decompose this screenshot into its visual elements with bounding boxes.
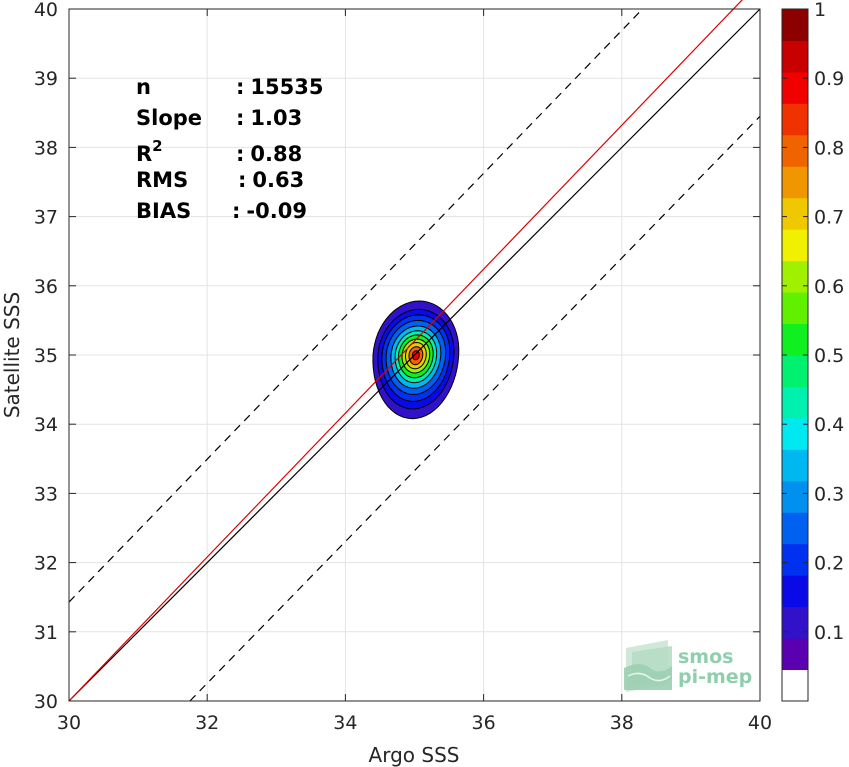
x-tick-labels: 30 32 34 36 38 40 — [57, 9, 772, 734]
stat-label-text: R — [136, 142, 152, 166]
stat-value-text: 1.03 — [250, 106, 302, 130]
colorbar-band — [782, 480, 808, 513]
stat-value: :0.88 — [236, 142, 302, 166]
colorbar-tick-label: 0.7 — [814, 207, 844, 229]
stat-label-superscript: 2 — [152, 137, 162, 155]
stat-value: :0.63 — [238, 168, 304, 192]
stat-value-text: -0.09 — [246, 199, 307, 223]
stat-value: :15535 — [236, 75, 323, 99]
y-tick-label: 32 — [34, 553, 58, 575]
colorbar-tick-label: 1 — [814, 0, 826, 21]
colorbar-tick-label: 0.2 — [814, 553, 844, 575]
y-tick-label: 30 — [34, 691, 58, 713]
y-tick-label: 37 — [34, 207, 58, 229]
x-tick-label: 36 — [472, 712, 496, 734]
density-contours — [372, 300, 460, 420]
colorbar-band — [782, 40, 808, 73]
colorbar-band — [782, 9, 808, 41]
logo-icon — [624, 640, 672, 692]
stat-value-text: 0.63 — [252, 168, 304, 192]
colorbar-band — [782, 292, 808, 325]
reference-lines — [68, 0, 761, 702]
colorbar-band — [782, 543, 808, 576]
stat-label: n — [136, 75, 151, 99]
y-tick-label: 40 — [34, 0, 58, 21]
grid — [69, 9, 760, 701]
colorbar-band — [782, 103, 808, 136]
colorbar-band — [782, 229, 808, 262]
colorbar-band — [782, 417, 808, 450]
colorbar-tick-label: 0.8 — [814, 137, 844, 159]
stat-label: Slope — [136, 106, 202, 130]
logo-text-line1: smos — [678, 646, 733, 668]
x-tick-label: 30 — [57, 712, 81, 734]
stat-value: :1.03 — [236, 106, 302, 130]
y-tick-labels: 30 31 32 33 34 35 36 37 38 39 40 — [34, 0, 760, 713]
colorbar-band — [782, 260, 808, 293]
x-tick-label: 40 — [748, 712, 772, 734]
colorbar-band — [782, 386, 808, 419]
x-tick-label: 32 — [195, 712, 219, 734]
colorbar-band — [782, 355, 808, 387]
y-tick-label: 34 — [34, 414, 58, 436]
colorbar-band — [782, 71, 808, 104]
colorbar-band — [782, 512, 808, 545]
y-tick-label: 36 — [34, 276, 58, 298]
logo-text-line2: pi-mep — [678, 666, 752, 688]
colorbar-band — [782, 166, 808, 199]
stat-label-text: Slope — [136, 106, 202, 130]
colorbar — [782, 9, 808, 702]
y-tick-label: 38 — [34, 137, 58, 159]
y-axis-label: Satellite SSS — [0, 292, 24, 418]
colorbar-band — [782, 638, 808, 671]
colorbar-tick-label: 0.4 — [814, 414, 844, 436]
colorbar-tick-labels: 0.1 0.2 0.3 0.4 0.5 0.6 0.7 0.8 0.9 1 — [782, 0, 844, 644]
y-tick-label: 33 — [34, 483, 58, 505]
x-tick-label: 38 — [610, 712, 634, 734]
stat-separator: : — [236, 75, 244, 99]
stat-label: R2 — [136, 137, 163, 166]
stat-label: RMS — [136, 168, 188, 192]
colorbar-band — [782, 575, 808, 608]
colorbar-band — [782, 197, 808, 230]
stat-label-text: n — [136, 75, 151, 99]
stat-value-text: 0.88 — [250, 142, 302, 166]
colorbar-tick-label: 0.1 — [814, 622, 844, 644]
x-tick-label: 34 — [333, 712, 357, 734]
colorbar-band — [782, 323, 808, 356]
colorbar-tick-label: 0.6 — [814, 276, 844, 298]
smos-pi-mep-logo: smos pi-mep — [624, 640, 752, 692]
identity-line — [68, 8, 761, 702]
stat-separator: : — [236, 106, 244, 130]
y-tick-label: 35 — [34, 345, 58, 367]
upper-bound-line — [68, 8, 643, 603]
colorbar-band — [782, 134, 808, 167]
colorbar-band — [782, 606, 808, 639]
colorbar-tick-label: 0.5 — [814, 345, 844, 367]
colorbar-band — [782, 449, 808, 482]
stat-separator: : — [236, 142, 244, 166]
y-tick-label: 39 — [34, 68, 58, 90]
colorbar-tick-label: 0.3 — [814, 483, 844, 505]
y-tick-label: 31 — [34, 622, 58, 644]
stat-label-text: BIAS — [136, 199, 191, 223]
lower-bound-line — [189, 115, 761, 702]
stat-value-text: 15535 — [250, 75, 323, 99]
stat-separator: : — [238, 168, 246, 192]
stat-separator: : — [232, 199, 240, 223]
colorbar-tick-label: 0.9 — [814, 68, 844, 90]
x-axis-label: Argo SSS — [369, 743, 460, 767]
stat-value: : -0.09 — [232, 199, 307, 223]
regression-line — [68, 0, 743, 702]
stat-label: BIAS — [136, 199, 191, 223]
stat-label-text: RMS — [136, 168, 188, 192]
colorbar-band — [782, 669, 808, 702]
